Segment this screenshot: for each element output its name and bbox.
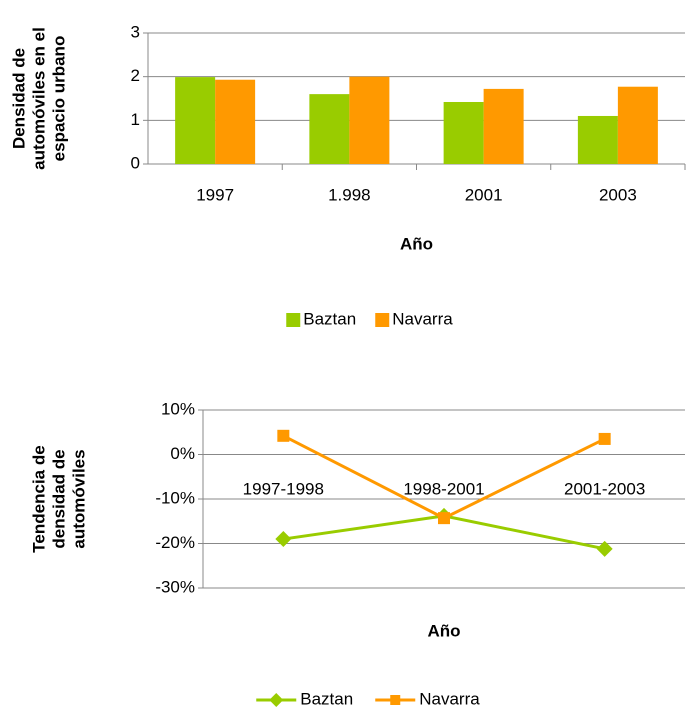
bar — [175, 77, 216, 164]
bar — [349, 76, 390, 164]
line — [282, 434, 606, 520]
legend-label: Navarra — [419, 689, 480, 708]
x-tick-label: 2001 — [465, 185, 503, 204]
y-axis-label: automóviles — [69, 449, 88, 548]
bar — [443, 101, 484, 164]
x-tick-label: 1997 — [196, 185, 234, 204]
y-tick-label: 1 — [131, 110, 140, 129]
x-tick-label: 1998-2001 — [403, 479, 484, 498]
y-tick-label: 0% — [170, 444, 195, 463]
marker — [438, 512, 450, 525]
y-tick-label: 3 — [131, 22, 140, 41]
x-tick-label: 2003 — [599, 185, 637, 204]
legend-swatch — [286, 313, 301, 327]
y-axis-label: densidad de — [49, 449, 68, 548]
x-tick-label: 1997-1998 — [243, 479, 324, 498]
x-tick-label: 1.998 — [328, 185, 371, 204]
bar — [577, 115, 618, 164]
bar — [215, 79, 256, 164]
x-axis-label: Año — [427, 621, 460, 640]
marker — [596, 540, 613, 557]
x-tick-label: 2001-2003 — [564, 479, 645, 498]
legend-marker — [390, 695, 401, 705]
legend-label: Baztan — [303, 309, 356, 328]
y-axis-label: espacio urbano — [49, 36, 68, 162]
bar — [309, 94, 350, 164]
y-tick-label: 10% — [161, 399, 195, 418]
y-tick-label: -20% — [155, 533, 195, 552]
legend-marker — [269, 693, 284, 707]
y-tick-label: 0 — [131, 153, 140, 172]
y-axis-label: Tendencia de — [29, 445, 48, 552]
marker — [598, 432, 611, 445]
bar — [483, 88, 524, 164]
bar — [617, 86, 658, 164]
x-axis-label: Año — [400, 234, 433, 253]
legend-label: Navarra — [392, 309, 453, 328]
y-tick-label: 2 — [131, 66, 140, 85]
legend-label: Baztan — [300, 689, 353, 708]
y-axis-label: automóviles en el — [29, 27, 48, 170]
marker — [275, 531, 292, 548]
y-tick-label: -10% — [155, 488, 195, 507]
y-axis-label: Densidad de — [9, 48, 28, 149]
legend-swatch — [375, 313, 390, 327]
marker — [277, 429, 290, 442]
y-tick-label: -30% — [155, 577, 195, 596]
